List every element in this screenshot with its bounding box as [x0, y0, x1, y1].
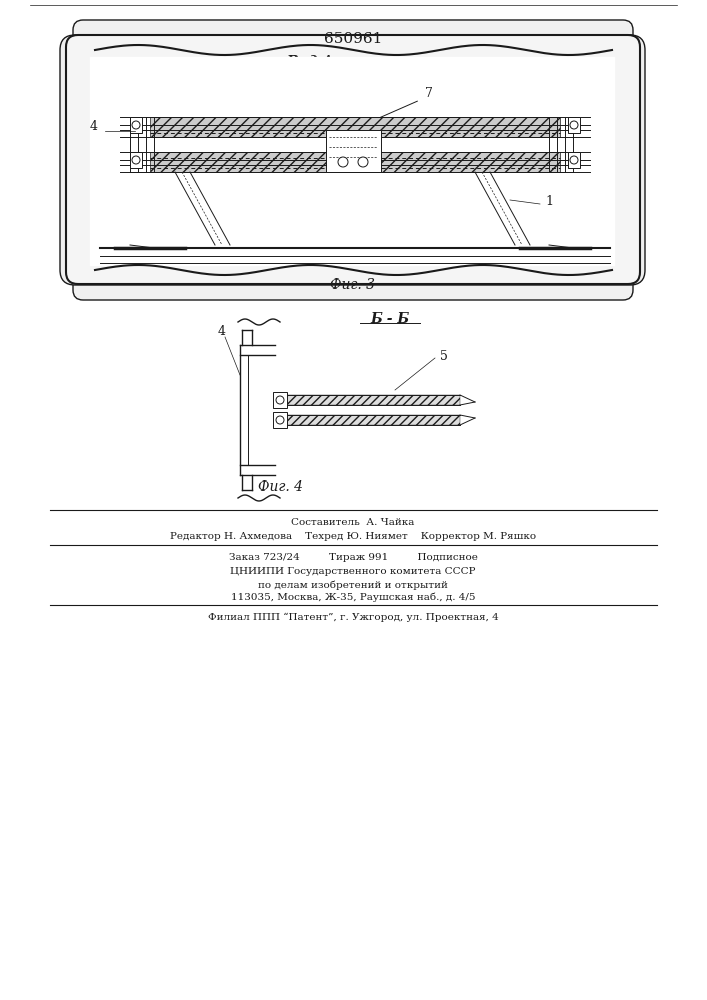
Bar: [273, 392, 287, 408]
Circle shape: [132, 156, 140, 164]
Text: 7: 7: [425, 87, 433, 100]
Circle shape: [358, 157, 368, 167]
FancyBboxPatch shape: [66, 35, 640, 284]
Circle shape: [276, 396, 284, 404]
Text: ЦНИИПИ Государственного комитета СССР: ЦНИИПИ Государственного комитета СССР: [230, 567, 476, 576]
Bar: [273, 412, 287, 428]
Bar: [150, 152, 560, 172]
Text: 650961: 650961: [324, 32, 382, 46]
Text: 113035, Москва, Ж-35, Раушская наб., д. 4/5: 113035, Москва, Ж-35, Раушская наб., д. …: [230, 593, 475, 602]
Text: Заказ 723/24         Тираж 991         Подписное: Заказ 723/24 Тираж 991 Подписное: [228, 553, 477, 562]
FancyBboxPatch shape: [73, 20, 633, 300]
Text: Б - Б: Б - Б: [370, 312, 409, 326]
Bar: [150, 117, 560, 137]
Circle shape: [570, 121, 578, 129]
Text: Филиал ППП “Патент”, г. Ужгород, ул. Проектная, 4: Филиал ППП “Патент”, г. Ужгород, ул. Про…: [208, 613, 498, 622]
Bar: [568, 117, 580, 133]
Bar: [326, 130, 381, 172]
Text: Редактор Н. Ахмедова    Техред Ю. Ниямет    Корректор М. Ряшко: Редактор Н. Ахмедова Техред Ю. Ниямет Ко…: [170, 532, 536, 541]
Bar: [130, 152, 142, 168]
Circle shape: [132, 121, 140, 129]
Text: по делам изобретений и открытий: по делам изобретений и открытий: [258, 580, 448, 589]
Bar: [130, 117, 142, 133]
Text: Фиг. 4: Фиг. 4: [257, 480, 303, 494]
Text: 4: 4: [218, 325, 226, 338]
Bar: [283, 395, 460, 405]
Bar: [283, 415, 460, 425]
Text: Фиг. 3: Фиг. 3: [330, 278, 375, 292]
Bar: [568, 152, 580, 168]
Text: Составитель  А. Чайка: Составитель А. Чайка: [291, 518, 415, 527]
Circle shape: [570, 156, 578, 164]
Circle shape: [338, 157, 348, 167]
FancyBboxPatch shape: [60, 35, 645, 285]
Text: 4: 4: [90, 120, 98, 133]
Text: Вид A: Вид A: [286, 55, 334, 69]
Circle shape: [276, 416, 284, 424]
Bar: [90, 57, 614, 265]
Text: 5: 5: [440, 350, 448, 363]
Text: 1: 1: [545, 195, 553, 208]
